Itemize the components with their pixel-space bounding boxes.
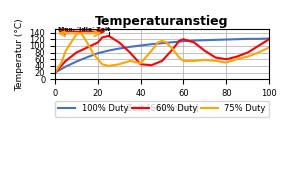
75% Duty [235,58,239,60]
100% Duty [96,52,100,54]
60% Duty [150,64,153,66]
75% Duty [100,63,104,65]
100% Duty [117,47,121,50]
100% Duty [171,41,175,43]
75% Duty [225,61,228,64]
60% Duty [96,41,100,44]
75% Duty [117,63,121,65]
X-axis label: Zeit [Sekunden]: Zeit [Sekunden] [126,104,199,112]
75% Duty [150,50,153,52]
75% Duty [165,41,168,44]
75% Duty [267,46,271,49]
Legend: 100% Duty, 60% Duty, 75% Duty: 100% Duty, 60% Duty, 75% Duty [55,101,269,117]
100% Duty [182,40,185,42]
75% Duty [60,61,63,64]
60% Duty [171,48,175,50]
75% Duty [64,50,67,52]
Title: Temperaturanstieg: Temperaturanstieg [95,15,229,28]
100% Duty [160,42,164,44]
75% Duty [178,56,181,59]
75% Duty [85,41,89,44]
100% Duty [150,43,153,45]
60% Duty [203,50,207,52]
75% Duty [139,62,142,64]
Line: 60% Duty: 60% Duty [55,36,269,73]
100% Duty [235,38,239,40]
100% Duty [107,49,110,52]
75% Duty [96,58,100,60]
60% Duty [139,63,142,65]
60% Duty [267,38,271,40]
75% Duty [128,60,132,62]
60% Duty [192,41,196,44]
75% Duty [75,33,78,35]
60% Duty [235,55,239,58]
75% Duty [214,60,217,62]
60% Duty [128,51,132,54]
60% Duty [178,40,181,42]
100% Duty [75,60,78,63]
100% Duty [128,46,132,48]
100% Duty [267,37,271,40]
100% Duty [246,38,249,40]
75% Duty [203,59,207,61]
100% Duty [257,38,260,40]
75% Duty [160,40,164,42]
Line: 75% Duty: 75% Duty [55,32,269,73]
75% Duty [53,71,57,74]
75% Duty [246,55,249,58]
100% Duty [203,39,207,41]
Y-axis label: Temperatur (°C): Temperatur (°C) [15,18,24,90]
75% Duty [79,31,82,34]
75% Duty [92,53,95,55]
60% Duty [117,41,121,44]
60% Duty [229,57,232,59]
100% Duty [214,39,217,41]
75% Duty [192,60,196,62]
60% Duty [53,71,57,74]
100% Duty [64,65,67,68]
60% Duty [246,51,249,54]
60% Duty [85,46,89,49]
60% Duty [75,51,78,54]
60% Duty [225,58,228,60]
60% Duty [107,35,110,37]
100% Duty [192,39,196,42]
60% Duty [160,60,164,62]
60% Duty [257,45,260,47]
75% Duty [70,40,74,42]
75% Duty [156,41,159,44]
60% Duty [100,36,104,39]
75% Duty [182,60,185,62]
60% Duty [214,56,217,59]
60% Duty [64,60,67,62]
100% Duty [139,44,142,47]
100% Duty [85,56,89,58]
60% Duty [182,38,185,40]
Line: 100% Duty: 100% Duty [55,39,269,73]
100% Duty [225,38,228,41]
75% Duty [257,51,260,54]
Text: Max. 'Idle' Zeit: Max. 'Idle' Zeit [58,27,110,32]
75% Duty [107,65,110,67]
75% Duty [171,48,175,50]
100% Duty [53,71,57,74]
